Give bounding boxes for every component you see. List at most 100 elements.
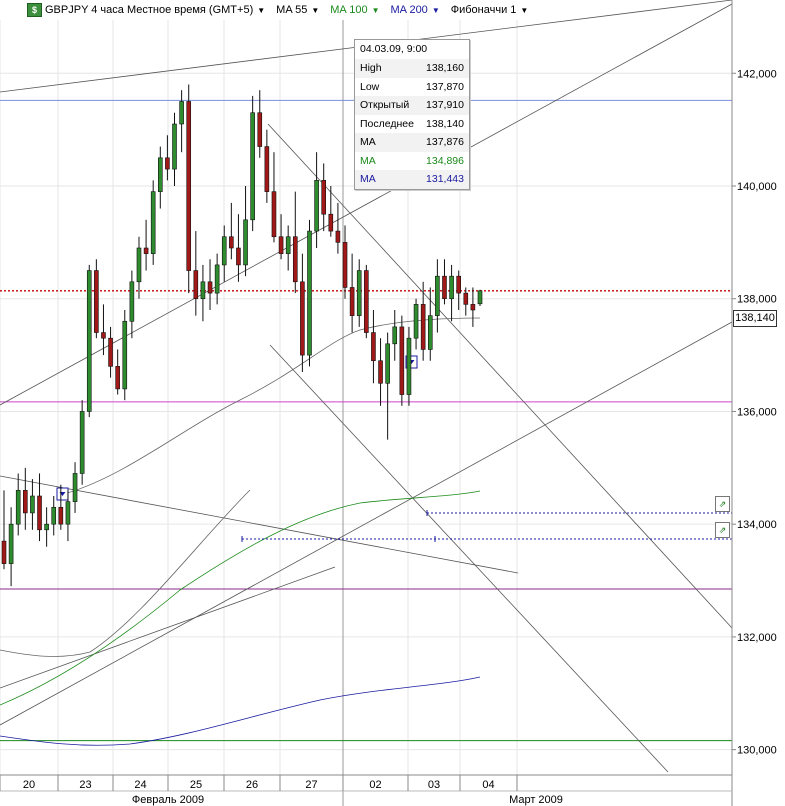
candle-up xyxy=(385,343,390,384)
ma-100-menu[interactable]: MA 100 ▼ xyxy=(330,4,379,16)
candle-up xyxy=(449,275,454,300)
y-tick-label: 136,000 xyxy=(737,406,777,418)
candle-down xyxy=(37,495,42,531)
candle-up xyxy=(15,490,21,525)
candle-up xyxy=(285,236,291,254)
candle-down xyxy=(292,236,298,283)
x-day-label: 03 xyxy=(428,779,440,791)
candle-down xyxy=(108,337,113,367)
tooltip-value: 138,140 xyxy=(426,117,464,130)
candle-down xyxy=(328,213,334,232)
y-tick-label: 142,000 xyxy=(737,68,777,80)
candlesticks xyxy=(1,84,483,587)
x-day-label: 24 xyxy=(134,779,146,791)
candle-up xyxy=(427,315,433,350)
candle-up xyxy=(129,281,135,322)
candle-down xyxy=(94,270,99,333)
x-day-label: 04 xyxy=(482,779,494,791)
candle-up xyxy=(200,281,206,300)
chevron-down-icon: ▼ xyxy=(371,5,380,15)
tooltip-label: MA xyxy=(360,173,376,186)
ma-200-menu[interactable]: MA 200 ▼ xyxy=(391,4,440,16)
candle-down xyxy=(321,180,327,215)
tooltip-label: MA xyxy=(360,136,376,149)
fibonacci-handle-icon[interactable]: ⇗ xyxy=(715,496,730,512)
candle-down xyxy=(371,332,376,362)
candle-up xyxy=(86,270,92,412)
ma-55-label: MA 55 xyxy=(276,4,308,16)
tooltip-label: Последнее xyxy=(360,117,414,130)
candle-down xyxy=(456,275,461,294)
candle-down xyxy=(470,304,476,311)
candle-down xyxy=(364,270,369,333)
candle-up xyxy=(136,247,142,283)
candle-up xyxy=(307,230,312,356)
candle-up xyxy=(356,270,362,316)
candle-down xyxy=(300,281,305,356)
tooltip-row: MA 134,896 xyxy=(355,152,469,171)
ma-100-line xyxy=(0,490,481,706)
x-day-label: 20 xyxy=(23,779,35,791)
axes xyxy=(0,0,733,806)
candle-down xyxy=(143,247,149,254)
y-tick-label: 132,000 xyxy=(737,632,777,644)
tooltip-label: Low xyxy=(360,80,380,93)
tooltip-row: MA 137,876 xyxy=(355,133,469,152)
candle-down xyxy=(442,275,447,300)
candle-up xyxy=(179,101,184,125)
tooltip-value: 137,870 xyxy=(426,80,464,93)
x-day-label: 02 xyxy=(369,779,381,791)
ohlc-tooltip: 04.03.09, 9:00 High 138,160 Low 137,870 Откр… xyxy=(354,39,470,190)
candle-up xyxy=(243,219,248,266)
chevron-down-icon: ▼ xyxy=(520,5,529,15)
fibonacci-markers xyxy=(56,355,732,542)
candle-up xyxy=(214,264,220,294)
chevron-down-icon: ▼ xyxy=(311,5,320,15)
candle-up xyxy=(122,320,128,390)
trend-lines xyxy=(0,0,733,773)
candle-down xyxy=(342,242,348,288)
y-tick-label: 134,000 xyxy=(737,519,777,531)
chart-toolbar: $ GBPJPY 4 часа Местное время (GMT+5) ▼ M… xyxy=(0,0,732,20)
y-axis-ticks: 142,000 140,000 138,000 136,000 134,000 132,0… xyxy=(732,68,777,757)
candle-up xyxy=(314,180,319,232)
candle-down xyxy=(236,247,241,266)
candle-down xyxy=(1,540,7,564)
candle-down xyxy=(58,506,64,525)
ma-55-line-left xyxy=(0,489,251,657)
tooltip-row: Открытый 137,910 xyxy=(355,96,469,115)
candle-up xyxy=(44,523,49,531)
candle-up xyxy=(30,495,35,514)
candle-down xyxy=(264,146,270,192)
candle-up xyxy=(250,112,255,221)
ma-55-menu[interactable]: MA 55 ▼ xyxy=(276,4,319,16)
last-price-tag: 138,140 xyxy=(733,310,777,327)
candle-up xyxy=(221,236,227,266)
moving-averages xyxy=(0,317,481,746)
fibonacci-label: Фибоначчи 1 xyxy=(450,4,517,16)
symbol-menu[interactable]: GBPJPY 4 часа Местное время (GMT+5) ▼ xyxy=(45,4,265,16)
chevron-down-icon: ▼ xyxy=(431,5,440,15)
tooltip-row: MA 131,443 xyxy=(355,170,469,189)
tooltip-label: Открытый xyxy=(360,99,410,112)
fibonacci-menu[interactable]: Фибоначчи 1 ▼ xyxy=(451,4,529,16)
candle-down xyxy=(23,490,28,514)
y-tick-label: 130,000 xyxy=(737,745,777,757)
y-tick-label: 140,000 xyxy=(737,181,777,193)
x-day-label: 27 xyxy=(305,779,317,791)
fibonacci-handle-icon[interactable]: ⇗ xyxy=(715,522,730,538)
candle-up xyxy=(79,411,85,474)
candle-up xyxy=(413,304,419,339)
candle-down xyxy=(278,236,284,254)
trading-chart-logo-icon: $ xyxy=(27,3,42,17)
candle-up xyxy=(51,506,57,525)
x-day-label: 25 xyxy=(190,779,202,791)
x-day-label: 23 xyxy=(79,779,91,791)
tooltip-date: 04.03.09, 9:00 xyxy=(360,43,428,55)
x-day-label: 26 xyxy=(246,779,258,791)
x-month-label: Март 2009 xyxy=(509,794,563,806)
symbol-label: GBPJPY 4 часа Местное время (GMT+5) xyxy=(45,4,254,16)
candle-down xyxy=(335,230,341,243)
candle-down xyxy=(257,112,263,147)
tooltip-row: Последнее 138,140 xyxy=(355,115,469,134)
